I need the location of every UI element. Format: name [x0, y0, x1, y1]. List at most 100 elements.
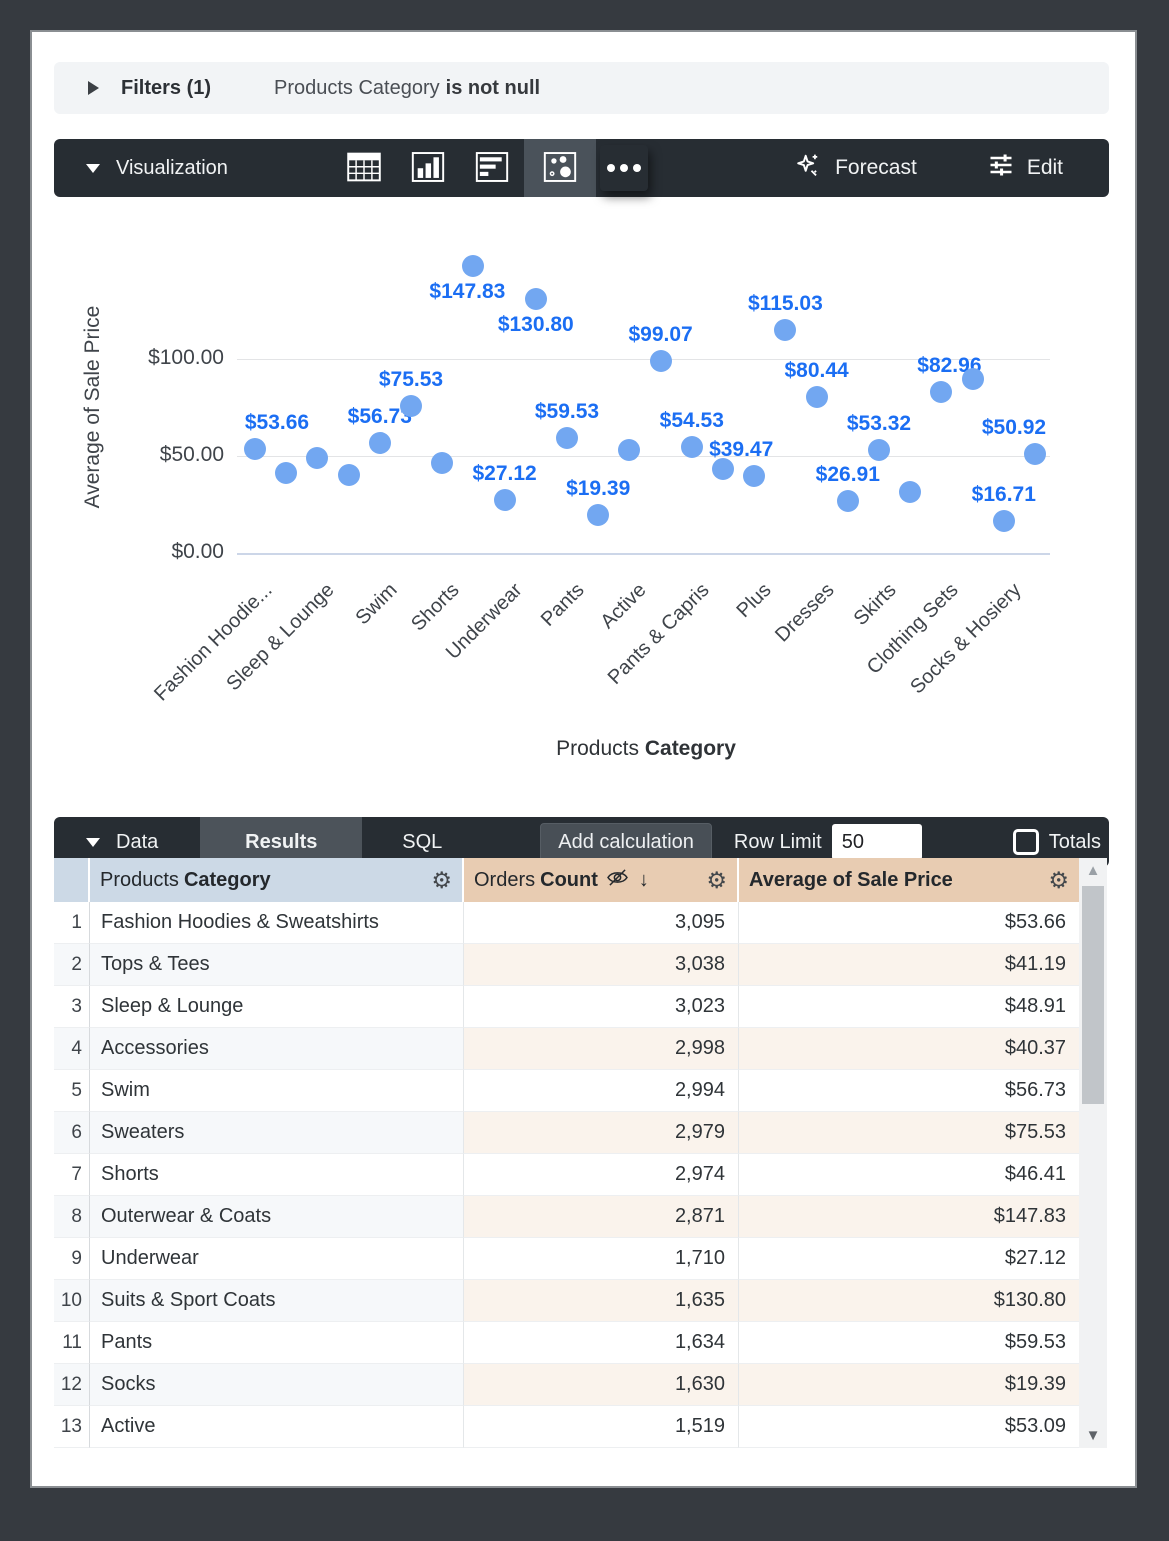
table-viz-icon — [347, 151, 381, 186]
cell-orders-count[interactable]: 1,635 — [464, 1280, 739, 1322]
data-point[interactable] — [275, 462, 298, 485]
bar-chart-viz-button[interactable] — [460, 139, 524, 197]
cell-category[interactable]: Socks — [90, 1364, 464, 1406]
data-point[interactable] — [712, 457, 734, 480]
column-header-products-category[interactable]: Products Category ⚙ — [90, 858, 464, 902]
filter-field: Products Category — [274, 76, 440, 99]
table-scrollbar[interactable]: ▲ ▼ — [1079, 858, 1107, 1448]
column-chart-viz-button[interactable] — [396, 139, 460, 197]
column-header-average-sale-price[interactable]: Average of Sale Price ⚙ — [739, 858, 1079, 902]
cell-avg-sale-price[interactable]: $48.91 — [739, 986, 1079, 1028]
chevron-right-icon[interactable] — [88, 81, 99, 95]
cell-avg-sale-price[interactable]: $27.12 — [739, 1238, 1079, 1280]
cell-avg-sale-price[interactable]: $147.83 — [739, 1196, 1079, 1238]
cell-category[interactable]: Tops & Tees — [90, 944, 464, 986]
cell-avg-sale-price[interactable]: $130.80 — [739, 1280, 1079, 1322]
cell-orders-count[interactable]: 1,710 — [464, 1238, 739, 1280]
cell-orders-count[interactable]: 2,994 — [464, 1070, 739, 1112]
cell-category[interactable]: Active — [90, 1406, 464, 1448]
data-point[interactable] — [1024, 443, 1046, 466]
cell-orders-count[interactable]: 1,634 — [464, 1322, 739, 1364]
cell-category[interactable]: Pants — [90, 1322, 464, 1364]
data-point[interactable] — [961, 367, 984, 390]
cell-orders-count[interactable]: 3,023 — [464, 986, 739, 1028]
data-point[interactable] — [805, 385, 828, 408]
data-point[interactable] — [774, 318, 797, 341]
cell-avg-sale-price[interactable]: $75.53 — [739, 1112, 1079, 1154]
gear-icon[interactable]: ⚙ — [1048, 866, 1069, 893]
data-point[interactable] — [836, 489, 859, 512]
cell-category[interactable]: Accessories — [90, 1028, 464, 1070]
data-point[interactable] — [743, 465, 766, 488]
chevron-down-icon[interactable] — [86, 163, 100, 173]
data-point[interactable] — [992, 509, 1015, 532]
data-point[interactable] — [462, 255, 485, 278]
row-number: 11 — [54, 1322, 90, 1364]
data-point-label: $115.03 — [748, 291, 823, 315]
data-point[interactable] — [431, 451, 454, 474]
forecast-button[interactable]: Forecast — [793, 150, 917, 186]
cell-orders-count[interactable]: 2,974 — [464, 1154, 739, 1196]
cell-category[interactable]: Swim — [90, 1070, 464, 1112]
data-point[interactable] — [649, 349, 672, 372]
data-point[interactable] — [868, 438, 890, 461]
chevron-down-icon[interactable] — [86, 837, 100, 847]
cell-avg-sale-price[interactable]: $19.39 — [739, 1364, 1079, 1406]
data-point[interactable] — [556, 426, 578, 449]
cell-category[interactable]: Shorts — [90, 1154, 464, 1196]
column-header-orders-count[interactable]: Orders Count ↓ ⚙ — [464, 858, 739, 902]
data-point[interactable] — [930, 381, 953, 404]
sort-desc-icon[interactable]: ↓ — [638, 868, 649, 891]
totals-checkbox[interactable] — [1012, 829, 1039, 855]
sliders-icon — [987, 151, 1015, 185]
cell-orders-count[interactable]: 2,871 — [464, 1196, 739, 1238]
filters-bar[interactable]: Filters (1) Products Category is not null — [54, 62, 1109, 114]
data-point[interactable] — [244, 437, 266, 460]
more-viz-options-button[interactable] — [599, 145, 648, 191]
table-row: 4 Accessories 2,998 $40.37 — [54, 1028, 1079, 1070]
data-point[interactable] — [587, 504, 610, 527]
cell-avg-sale-price[interactable]: $53.66 — [739, 902, 1079, 944]
data-point[interactable] — [680, 436, 703, 459]
data-point[interactable] — [306, 447, 329, 470]
cell-category[interactable]: Suits & Sport Coats — [90, 1280, 464, 1322]
gear-icon[interactable]: ⚙ — [431, 866, 452, 893]
scroll-down-icon[interactable]: ▼ — [1085, 1427, 1101, 1444]
cell-orders-count[interactable]: 2,998 — [464, 1028, 739, 1070]
data-point[interactable] — [899, 481, 922, 504]
cell-orders-count[interactable]: 1,630 — [464, 1364, 739, 1406]
cell-avg-sale-price[interactable]: $56.73 — [739, 1070, 1079, 1112]
cell-category[interactable]: Sleep & Lounge — [90, 986, 464, 1028]
scrollbar-thumb[interactable] — [1082, 886, 1104, 1104]
cell-avg-sale-price[interactable]: $59.53 — [739, 1322, 1079, 1364]
data-point[interactable] — [493, 489, 516, 512]
cell-category[interactable]: Outerwear & Coats — [90, 1196, 464, 1238]
row-limit-input[interactable] — [831, 824, 922, 860]
cell-orders-count[interactable]: 1,519 — [464, 1406, 739, 1448]
cell-orders-count[interactable]: 3,038 — [464, 944, 739, 986]
tab-sql[interactable]: SQL — [402, 830, 443, 853]
scroll-up-icon[interactable]: ▲ — [1085, 862, 1101, 879]
cell-orders-count[interactable]: 3,095 — [464, 902, 739, 944]
table-row: 13 Active 1,519 $53.09 — [54, 1406, 1079, 1448]
y-tick-label: $50.00 — [159, 443, 224, 466]
cell-avg-sale-price[interactable]: $41.19 — [739, 944, 1079, 986]
edit-button[interactable]: Edit — [987, 151, 1063, 185]
cell-avg-sale-price[interactable]: $40.37 — [739, 1028, 1079, 1070]
add-calculation-button[interactable]: Add calculation — [540, 822, 712, 862]
cell-avg-sale-price[interactable]: $46.41 — [739, 1154, 1079, 1196]
data-point[interactable] — [524, 288, 547, 311]
cell-orders-count[interactable]: 2,979 — [464, 1112, 739, 1154]
data-point[interactable] — [337, 463, 360, 486]
cell-avg-sale-price[interactable]: $53.09 — [739, 1406, 1079, 1448]
y-axis-title: Average of Sale Price — [81, 305, 104, 509]
data-point[interactable] — [618, 439, 641, 461]
scatter-viz-button[interactable] — [523, 139, 596, 197]
cell-category[interactable]: Underwear — [90, 1238, 464, 1280]
cell-category[interactable]: Sweaters — [90, 1112, 464, 1154]
cell-category[interactable]: Fashion Hoodies & Sweatshirts — [90, 902, 464, 944]
data-point[interactable] — [368, 431, 391, 454]
gear-icon[interactable]: ⚙ — [706, 866, 727, 893]
data-point[interactable] — [400, 395, 422, 418]
table-viz-button[interactable] — [332, 139, 396, 197]
